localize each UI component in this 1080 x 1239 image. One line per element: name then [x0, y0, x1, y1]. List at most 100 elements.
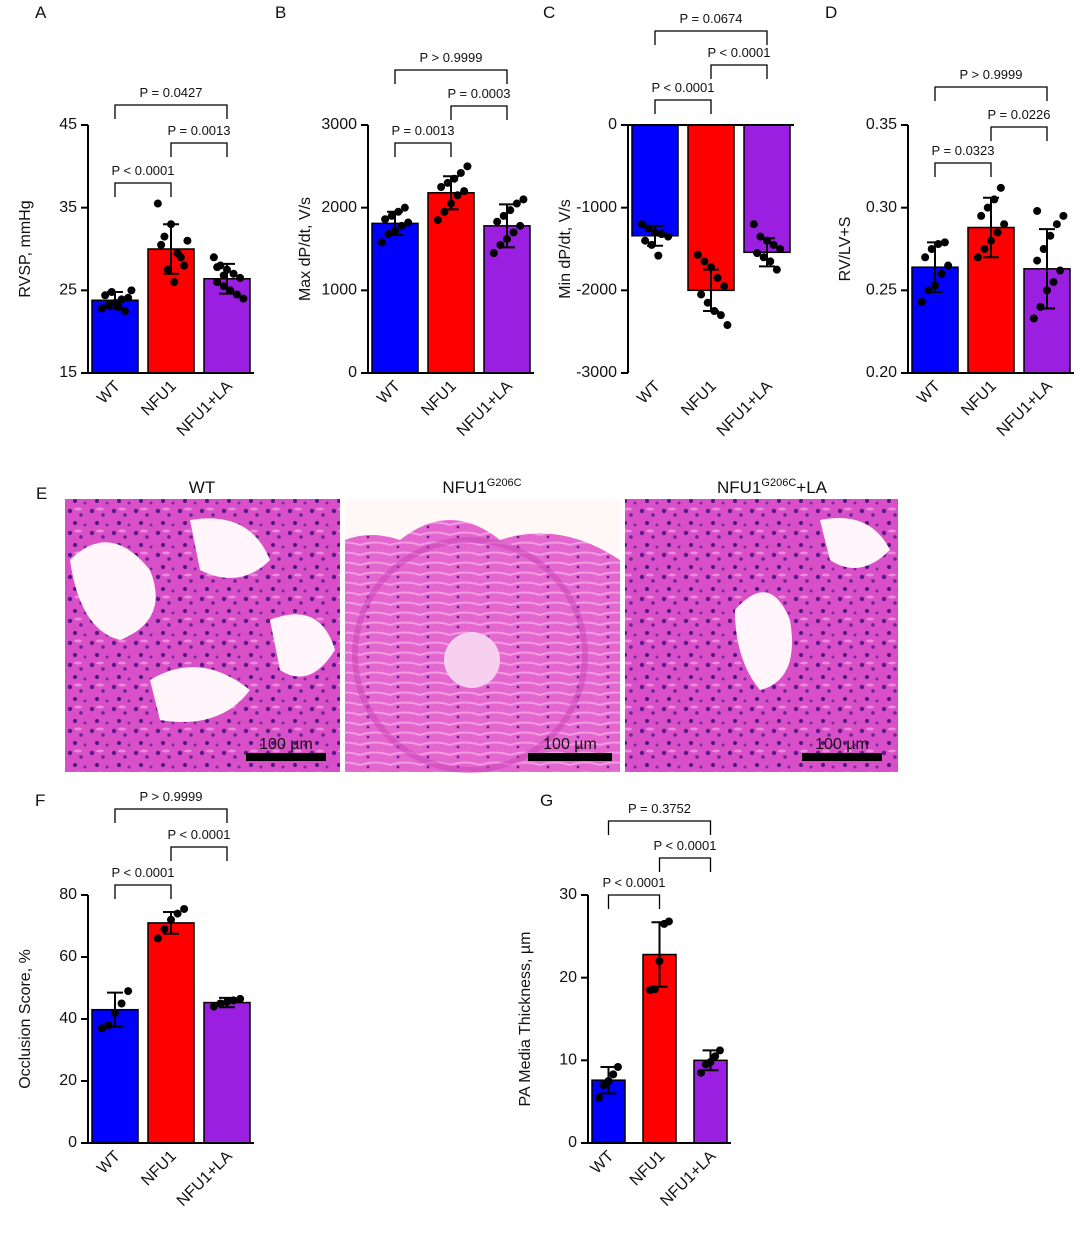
y-tick-label: 35 [59, 199, 77, 216]
significance-bracket [170, 846, 228, 861]
airspace [70, 542, 156, 640]
y-tick-label: 25 [59, 282, 77, 299]
data-point [489, 249, 498, 258]
data-point [1056, 266, 1065, 275]
y-tick-label: 0.20 [866, 364, 897, 381]
p-value: P = 0.0013 [167, 123, 230, 138]
x-tick-label: NFU1 [678, 378, 720, 420]
data-point [160, 925, 169, 934]
significance-bracket [654, 99, 712, 114]
data-point [167, 915, 175, 924]
data-point [931, 281, 939, 290]
airspace [270, 614, 335, 677]
data-point [655, 957, 664, 966]
data-point [97, 304, 106, 313]
data-point [219, 282, 228, 291]
significance-bracket [114, 884, 172, 899]
data-point [391, 226, 399, 235]
data-point [153, 934, 162, 943]
p-value: P = 0.0427 [139, 85, 202, 100]
data-point [447, 199, 455, 208]
data-point [996, 183, 1005, 192]
data-point [756, 232, 765, 241]
data-point [160, 232, 169, 241]
significance-bracket [170, 142, 228, 157]
data-point [453, 191, 462, 200]
data-point [440, 207, 449, 216]
data-point [924, 286, 933, 295]
data-point [715, 1046, 724, 1055]
y-axis-label: RVSP, mmHg [17, 200, 34, 297]
x-tick-label: WT [94, 1148, 124, 1178]
data-point [97, 1024, 106, 1033]
data-point [397, 221, 406, 230]
histology-image [345, 499, 620, 773]
data-point [700, 257, 709, 266]
data-point [209, 253, 218, 262]
data-point [921, 253, 930, 262]
p-value: P < 0.0001 [653, 838, 716, 853]
data-point [104, 1021, 113, 1030]
panel-label: F [35, 791, 45, 810]
data-point [644, 224, 653, 233]
bar [687, 124, 735, 292]
data-point [506, 206, 515, 215]
x-tick-label: NFU1+LA [994, 378, 1056, 440]
y-tick-label: 0 [68, 1134, 77, 1151]
data-point [990, 195, 999, 204]
data-point [1033, 256, 1042, 265]
data-point [173, 909, 182, 918]
y-tick-label: 0.25 [866, 282, 897, 299]
data-point [377, 238, 386, 247]
y-tick-label: 45 [59, 116, 77, 133]
significance-bracket [114, 808, 228, 823]
data-point [1052, 220, 1061, 229]
scale-bar-label: 100 µm [543, 736, 597, 753]
y-tick-label: 15 [59, 364, 77, 381]
significance-bracket [607, 894, 661, 909]
data-point [433, 216, 442, 225]
x-tick-label: NFU1+LA [657, 1148, 719, 1210]
data-point [983, 203, 992, 212]
data-point [993, 228, 1002, 237]
data-point [124, 293, 133, 302]
vessel-wall [352, 537, 588, 773]
p-value: P < 0.0001 [707, 45, 770, 60]
p-value: P < 0.0001 [651, 80, 714, 95]
p-value: P = 0.3752 [628, 801, 691, 816]
data-point [1029, 314, 1038, 323]
panel-label: G [540, 791, 553, 810]
p-value: P < 0.0001 [111, 163, 174, 178]
panel-label: B [275, 3, 286, 22]
data-point [236, 273, 245, 282]
data-point [219, 271, 228, 280]
data-point [776, 245, 785, 253]
data-point [716, 311, 725, 320]
data-point [987, 236, 995, 245]
data-point [107, 287, 116, 296]
panel-label: C [543, 3, 555, 22]
p-value: P = 0.0226 [987, 107, 1050, 122]
data-point [697, 1068, 706, 1077]
data-point [209, 1002, 218, 1011]
data-point [657, 230, 666, 239]
y-tick-label: 1000 [321, 282, 357, 299]
data-point [1039, 245, 1048, 253]
x-tick-label: WT [914, 378, 944, 408]
y-tick-label: 0 [348, 364, 357, 381]
data-point [463, 162, 472, 171]
data-point [980, 245, 989, 253]
airspace [735, 592, 792, 690]
data-point [117, 999, 126, 1008]
y-tick-label: 0 [608, 116, 617, 133]
data-point [1059, 211, 1068, 220]
data-point [753, 249, 762, 258]
x-tick-label: WT [588, 1148, 618, 1178]
data-point [176, 253, 185, 262]
significance-bracket [114, 182, 172, 197]
data-point [213, 263, 222, 272]
x-tick-label: NFU1+LA [714, 378, 776, 440]
data-point [216, 999, 225, 1008]
y-tick-label: 2000 [321, 199, 357, 216]
